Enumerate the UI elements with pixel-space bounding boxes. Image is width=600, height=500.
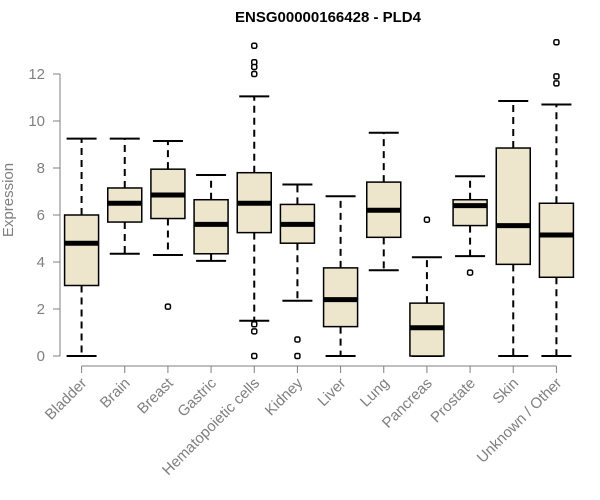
x-tick-label: Liver — [314, 375, 349, 410]
y-tick-label: 6 — [37, 207, 45, 224]
boxes — [63, 39, 575, 360]
outlier-point — [466, 269, 474, 276]
box-bladder — [63, 137, 100, 357]
box-skin — [495, 100, 531, 357]
outlier-point — [294, 336, 301, 343]
outlier-point — [294, 352, 301, 360]
outlier-point — [553, 39, 560, 46]
y-tick-label: 0 — [37, 348, 45, 365]
x-tick-label: Breast — [134, 374, 177, 417]
outlier-point — [251, 328, 258, 335]
outlier-point — [423, 216, 431, 223]
iqr-box — [495, 147, 531, 266]
x-tick-label: Kidney — [262, 374, 307, 419]
iqr-box — [63, 214, 100, 287]
box-kidney — [279, 183, 316, 360]
outlier-point — [251, 42, 258, 50]
y-axis-label: Expression — [0, 163, 17, 237]
y-tick-label: 10 — [28, 113, 45, 130]
outlier-point — [553, 73, 560, 80]
box-unknown-other — [538, 39, 575, 357]
outlier-point — [251, 70, 258, 78]
outlier-point — [251, 352, 258, 360]
box-breast — [150, 139, 186, 310]
y-tick-label: 8 — [37, 160, 45, 177]
x-tick-label: Brain — [97, 375, 134, 412]
box-lung — [366, 131, 402, 272]
y-tick-label: 4 — [37, 254, 45, 271]
box-brain — [107, 137, 143, 255]
outlier-point — [553, 80, 560, 87]
chart-title: ENSG00000166428 - PLD4 — [235, 9, 422, 26]
x-tick-label: Skin — [489, 375, 522, 408]
box-pancreas — [409, 216, 445, 357]
box-prostate — [452, 175, 488, 276]
iqr-box — [538, 202, 575, 279]
y-tick-label: 12 — [28, 66, 45, 83]
y-tick-label: 2 — [37, 301, 45, 318]
box-hematopoietic-cells — [236, 42, 272, 360]
x-tick-label: Prostate — [427, 375, 479, 427]
box-liver — [322, 195, 359, 357]
outlier-point — [164, 303, 172, 310]
outlier-point — [251, 321, 258, 328]
outlier-point — [251, 63, 258, 71]
x-tick-label: Lung — [357, 375, 393, 411]
box-gastric — [193, 174, 229, 262]
x-tick-label: Bladder — [42, 375, 91, 424]
